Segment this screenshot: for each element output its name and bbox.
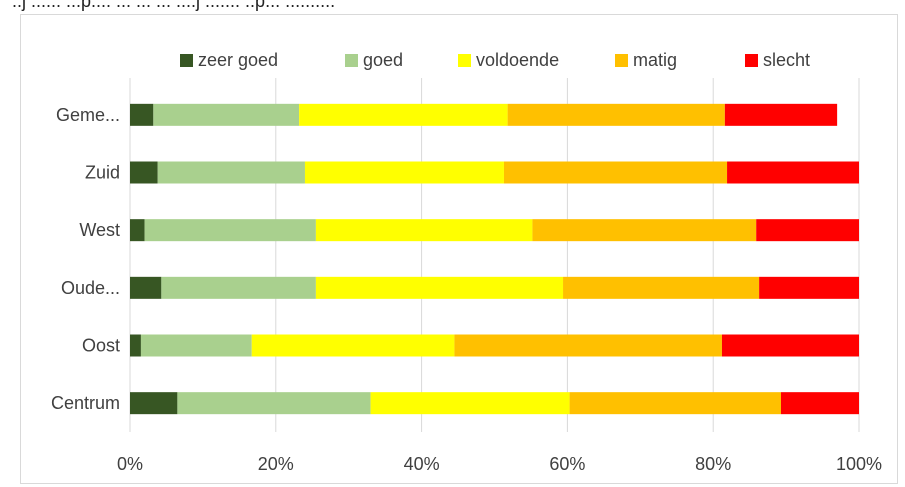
bar-segment-slecht [759, 276, 859, 299]
category-labels: Centrum Oost Oude... West Zuid Geme... [51, 105, 120, 413]
cropped-caption: ..j ...... ...p.... ... ... ... ....j ..… [0, 0, 905, 14]
category-label: West [79, 220, 120, 240]
legend-swatch [745, 54, 758, 67]
bar-segment-slecht [727, 161, 859, 184]
bar-segment-matig [532, 219, 757, 242]
category-label: Oude... [61, 278, 120, 298]
bar-segment-goed [153, 103, 300, 126]
bar-segment-voldoende [315, 219, 533, 242]
category-label: Zuid [85, 163, 120, 183]
category-label: Geme... [56, 105, 120, 125]
bar-segment-goed [177, 392, 371, 415]
bar-segment-zeer-goed [130, 334, 141, 357]
cropped-caption-text: ..j ...... ...p.... ... ... ... ....j ..… [12, 0, 336, 11]
legend-label: zeer goed [198, 50, 278, 70]
bars [130, 103, 859, 415]
bar-segment-matig [454, 334, 722, 357]
x-tick-label: 100% [836, 454, 882, 474]
bar-segment-slecht [721, 334, 859, 357]
legend-swatch [345, 54, 358, 67]
category-label: Centrum [51, 393, 120, 413]
bar-segment-matig [563, 276, 760, 299]
legend-swatch [615, 54, 628, 67]
bar-segment-goed [140, 334, 252, 357]
bar-segment-voldoende [315, 276, 564, 299]
legend: zeer goed goed voldoende matig slecht [180, 50, 810, 70]
x-tick-label: 40% [404, 454, 440, 474]
bar-segment-slecht [724, 103, 838, 126]
x-tick-label: 80% [695, 454, 731, 474]
bar-segment-matig [569, 392, 781, 415]
legend-label: voldoende [476, 50, 559, 70]
x-tick-labels: 0% 20% 40% 60% 80% 100% [117, 454, 882, 474]
bar-segment-zeer-goed [130, 276, 162, 299]
x-tick-label: 0% [117, 454, 143, 474]
bar-segment-voldoende [251, 334, 455, 357]
bar-segment-slecht [756, 219, 859, 242]
x-tick-label: 60% [549, 454, 585, 474]
bar-segment-goed [157, 161, 305, 184]
bar-segment-slecht [780, 392, 859, 415]
bar-segment-voldoende [370, 392, 570, 415]
bar-segment-zeer-goed [130, 103, 154, 126]
bar-segment-goed [144, 219, 316, 242]
category-label: Oost [82, 336, 120, 356]
x-tick-label: 20% [258, 454, 294, 474]
bar-segment-goed [161, 276, 316, 299]
bar-segment-voldoende [299, 103, 508, 126]
legend-label: goed [363, 50, 403, 70]
bar-segment-voldoende [304, 161, 504, 184]
legend-label: slecht [763, 50, 810, 70]
bar-segment-matig [503, 161, 728, 184]
bar-segment-zeer-goed [130, 392, 178, 415]
legend-swatch [180, 54, 193, 67]
gridlines [129, 78, 860, 432]
bar-segment-matig [507, 103, 725, 126]
legend-swatch [458, 54, 471, 67]
bar-segment-zeer-goed [130, 219, 145, 242]
legend-label: matig [633, 50, 677, 70]
bar-segment-zeer-goed [130, 161, 158, 184]
